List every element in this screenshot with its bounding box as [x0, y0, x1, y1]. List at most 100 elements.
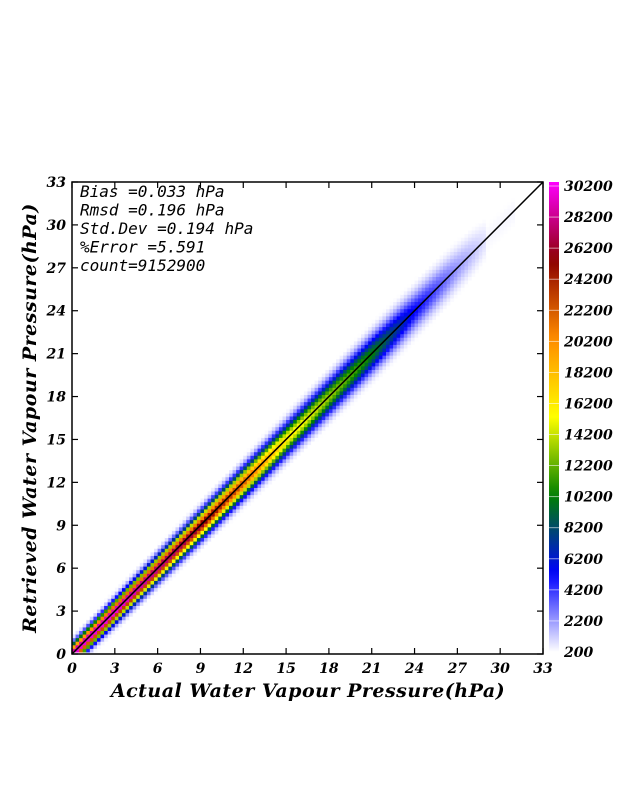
density-cell [125, 601, 130, 606]
density-cell [100, 630, 105, 635]
density-cell [493, 222, 498, 227]
density-cell [225, 483, 230, 488]
density-cell [321, 408, 326, 413]
density-cell [311, 394, 316, 399]
density-cell [489, 251, 494, 256]
density-cell [136, 580, 141, 585]
density-cell [328, 390, 334, 395]
density-cell [496, 240, 501, 245]
density-cell [332, 423, 337, 428]
density-cell [343, 380, 348, 385]
density-cell [400, 308, 405, 313]
density-cell [293, 444, 298, 449]
density-cell [182, 555, 187, 560]
density-cell [314, 387, 319, 392]
density-cell [161, 558, 166, 564]
density-cell [368, 383, 373, 388]
density-cell [293, 440, 298, 446]
density-cell [464, 240, 469, 245]
density-cell [168, 580, 173, 585]
density-cell [132, 612, 137, 617]
density-cell [136, 608, 141, 614]
density-cell [229, 501, 234, 506]
density-cell [282, 433, 287, 438]
density-cell [118, 601, 123, 606]
density-cell [289, 437, 294, 442]
density-cell [414, 337, 419, 342]
density-cell [111, 630, 116, 635]
density-cell [168, 551, 173, 556]
density-cell [261, 455, 266, 460]
density-cell [311, 440, 316, 446]
density-cell [500, 229, 505, 235]
density-cell [371, 322, 376, 328]
colorbar-tick-label: 14200 [564, 428, 613, 444]
density-cell [432, 283, 437, 288]
density-cell [296, 444, 301, 449]
density-cell [450, 237, 455, 242]
density-cell [503, 204, 508, 210]
density-cell [229, 498, 234, 503]
density-cell [478, 258, 483, 263]
density-cell [350, 347, 355, 353]
density-cell [100, 619, 105, 624]
density-cell [439, 254, 444, 260]
density-cell [139, 601, 144, 606]
density-cell [325, 401, 330, 406]
density-cell [246, 451, 252, 456]
density-cell [368, 355, 373, 360]
density-cell [318, 401, 323, 406]
x-axis-label: Actual Water Vapour Pressure(hPa) [109, 680, 505, 702]
density-cell [311, 430, 316, 435]
density-cell [418, 279, 423, 285]
density-cell [368, 358, 373, 363]
density-cell [150, 583, 155, 589]
density-cell [89, 641, 95, 646]
density-cell [111, 612, 116, 617]
density-cell [471, 251, 476, 256]
density-cell [336, 369, 341, 374]
density-cell [407, 279, 412, 285]
density-cell [328, 405, 334, 410]
density-cell [464, 244, 469, 249]
density-cell [428, 287, 433, 292]
density-cell [211, 512, 216, 517]
density-cell [232, 483, 237, 488]
density-cell [503, 229, 508, 235]
density-cell [139, 598, 144, 603]
density-cell [271, 444, 276, 449]
density-cell [261, 433, 266, 438]
density-cell [389, 362, 394, 367]
density-cell [161, 576, 166, 581]
density-cell [253, 490, 259, 496]
density-cell [361, 358, 366, 363]
density-cell [339, 408, 344, 413]
density-cell [410, 283, 416, 288]
density-cell [314, 440, 319, 446]
density-cell [478, 265, 483, 270]
density-cell [386, 337, 391, 342]
density-cell [257, 494, 262, 499]
density-cell [157, 591, 162, 596]
density-cell [175, 562, 180, 567]
density-cell [378, 372, 384, 378]
density-cell [107, 601, 112, 606]
density-cell [439, 290, 444, 295]
density-cell [421, 276, 426, 281]
density-cell [457, 265, 462, 270]
density-cell [257, 458, 262, 463]
density-cell [136, 583, 141, 589]
density-cell [350, 383, 355, 388]
density-cell [72, 644, 77, 649]
density-cell [318, 387, 323, 392]
density-cell [311, 387, 316, 392]
density-cell [261, 469, 266, 474]
density-cell [471, 219, 476, 224]
density-cell [232, 519, 237, 524]
density-cell [214, 519, 219, 524]
density-cell [386, 322, 391, 328]
density-cell [143, 601, 148, 606]
density-cell [418, 326, 423, 331]
density-cell [414, 340, 419, 345]
density-cell [443, 290, 448, 295]
